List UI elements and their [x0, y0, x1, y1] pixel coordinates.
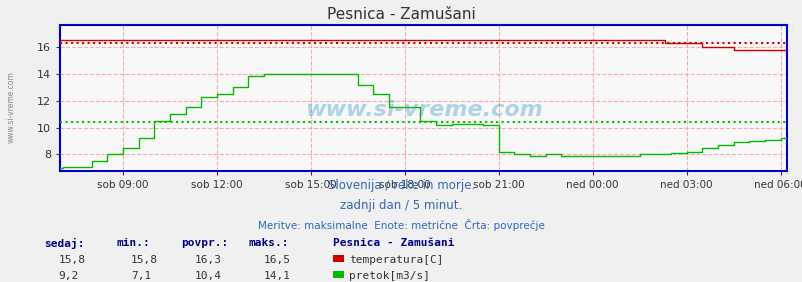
Text: 9,2: 9,2 — [59, 271, 79, 281]
Text: 10,4: 10,4 — [195, 271, 222, 281]
Text: 16,3: 16,3 — [195, 255, 222, 265]
Text: 15,8: 15,8 — [131, 255, 158, 265]
Text: Slovenija / reke in morje.: Slovenija / reke in morje. — [327, 179, 475, 192]
Text: maks.:: maks.: — [249, 238, 289, 248]
Text: povpr.:: povpr.: — [180, 238, 228, 248]
Text: Meritve: maksimalne  Enote: metrične  Črta: povprečje: Meritve: maksimalne Enote: metrične Črta… — [257, 219, 545, 231]
Text: 7,1: 7,1 — [131, 271, 151, 281]
Text: 14,1: 14,1 — [263, 271, 290, 281]
Text: zadnji dan / 5 minut.: zadnji dan / 5 minut. — [340, 199, 462, 212]
Text: temperatura[C]: temperatura[C] — [349, 255, 444, 265]
Text: www.si-vreme.com: www.si-vreme.com — [304, 100, 542, 120]
Text: Pesnica - Zamušani: Pesnica - Zamušani — [333, 238, 454, 248]
Text: pretok[m3/s]: pretok[m3/s] — [349, 271, 430, 281]
Text: sedaj:: sedaj: — [44, 238, 84, 249]
Text: Pesnica - Zamušani: Pesnica - Zamušani — [326, 7, 476, 22]
Text: 16,5: 16,5 — [263, 255, 290, 265]
Text: min.:: min.: — [116, 238, 150, 248]
Text: 15,8: 15,8 — [59, 255, 86, 265]
Text: www.si-vreme.com: www.si-vreme.com — [6, 71, 15, 143]
